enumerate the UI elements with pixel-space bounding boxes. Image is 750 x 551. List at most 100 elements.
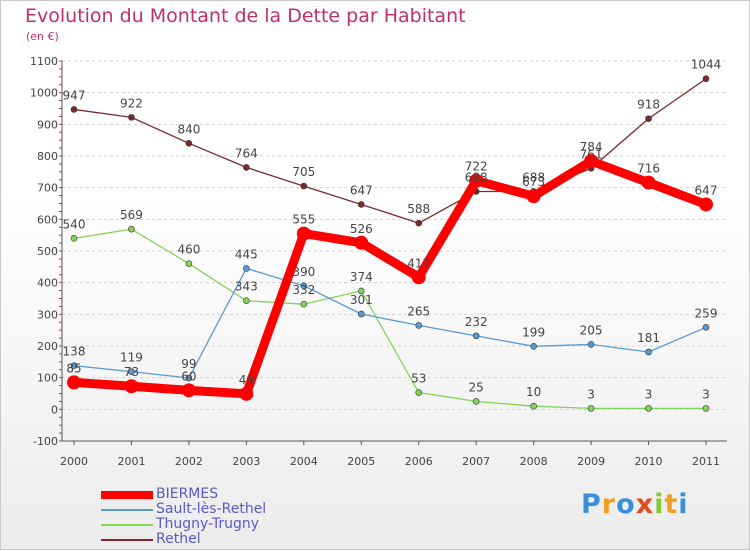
data-point — [128, 114, 135, 121]
y-tick-label: 900 — [37, 118, 58, 131]
series-line-thugny-trugny — [73, 228, 707, 410]
data-point — [530, 343, 537, 350]
legend-label: Thugny-Trugny — [156, 516, 260, 532]
y-tick-label: 100 — [37, 372, 58, 385]
data-label: 85 — [66, 361, 81, 375]
y-tick-label: 200 — [37, 340, 58, 353]
y-tick-label: 400 — [37, 277, 58, 290]
data-point — [70, 106, 78, 113]
data-label: 3 — [645, 387, 653, 401]
data-point — [469, 173, 484, 188]
data-label: 390 — [292, 265, 315, 279]
data-label: 840 — [177, 122, 200, 136]
data-point — [185, 140, 193, 147]
data-label: 119 — [120, 351, 143, 365]
data-point — [645, 348, 652, 356]
data-point — [357, 287, 365, 295]
data-label: 301 — [350, 293, 373, 307]
data-label: 199 — [522, 325, 545, 339]
data-point — [699, 197, 713, 212]
data-point — [70, 362, 78, 369]
data-label: 526 — [350, 222, 373, 236]
logo-letter: i — [678, 489, 689, 520]
data-point — [243, 297, 250, 305]
data-label: 918 — [637, 98, 660, 112]
y-tick-label: 600 — [37, 213, 58, 226]
data-label: 784 — [580, 140, 603, 154]
data-point — [415, 389, 423, 396]
x-tick-label: 2003 — [232, 455, 260, 468]
y-tick-label: -100 — [33, 435, 58, 448]
data-point — [530, 402, 537, 410]
data-point — [300, 300, 308, 308]
data-label: 10 — [526, 385, 541, 399]
y-tick-label: 800 — [37, 150, 58, 163]
data-point — [243, 164, 250, 171]
data-point — [300, 282, 308, 290]
data-point — [645, 405, 652, 412]
series-line-sault-l-s-rethel — [73, 267, 707, 379]
data-label: 259 — [695, 306, 718, 320]
data-label: 555 — [292, 213, 315, 227]
data-label: 374 — [350, 270, 373, 284]
x-tick-label: 2000 — [60, 455, 88, 468]
data-label: 99 — [181, 357, 196, 371]
x-tick-label: 2006 — [405, 455, 433, 468]
chart-title: Evolution du Montant de la Dette par Hab… — [25, 5, 466, 27]
data-point — [357, 310, 365, 318]
x-tick-label: 2007 — [462, 455, 490, 468]
data-point — [641, 175, 656, 190]
data-label: 705 — [292, 165, 315, 179]
data-point — [128, 225, 135, 233]
data-point — [702, 405, 710, 412]
data-point — [128, 368, 135, 375]
legend-swatch — [101, 491, 153, 499]
data-label: 716 — [637, 162, 660, 176]
data-label: 181 — [637, 331, 660, 345]
data-label: 688 — [465, 170, 488, 184]
logo-letter: o — [616, 489, 636, 520]
logo-letter: x — [635, 489, 655, 520]
data-point — [702, 324, 710, 331]
data-label: 647 — [695, 183, 718, 197]
data-label: 588 — [407, 202, 430, 216]
data-point — [243, 265, 250, 272]
x-tick-label: 2005 — [347, 455, 375, 468]
x-tick-label: 2002 — [175, 455, 203, 468]
data-label: 569 — [120, 208, 143, 222]
y-tick-label: 1000 — [30, 87, 58, 100]
data-point — [415, 322, 423, 329]
series-line-biermes — [69, 156, 711, 399]
data-label: 445 — [235, 247, 258, 261]
data-point — [415, 219, 423, 227]
data-label: 1044 — [691, 58, 722, 72]
data-point — [702, 75, 710, 83]
data-point — [587, 405, 595, 412]
y-tick-label: 300 — [37, 308, 58, 321]
data-label: 73 — [124, 365, 139, 379]
data-point — [587, 341, 595, 348]
logo-letter: P — [581, 489, 602, 520]
data-label: 3 — [702, 387, 710, 401]
y-tick-label: 1100 — [30, 55, 58, 68]
data-label: 688 — [522, 170, 545, 184]
data-label: 647 — [350, 183, 373, 197]
data-point — [185, 260, 193, 267]
data-label: 60 — [181, 369, 196, 383]
data-label: 673 — [522, 175, 545, 189]
y-tick-label: 0 — [51, 403, 58, 416]
legend-label: BIERMES — [156, 486, 219, 502]
data-point — [296, 226, 311, 241]
legend-label: Sault-lès-Rethel — [156, 501, 267, 517]
x-tick-label: 2009 — [577, 455, 605, 468]
legend-swatch — [101, 524, 153, 526]
x-tick-label: 2001 — [117, 455, 145, 468]
legend-swatch — [101, 509, 153, 511]
data-point — [526, 189, 541, 204]
data-point — [584, 154, 599, 169]
data-label: 265 — [407, 304, 430, 318]
data-point — [181, 383, 196, 398]
logo-letter: i — [654, 489, 665, 520]
